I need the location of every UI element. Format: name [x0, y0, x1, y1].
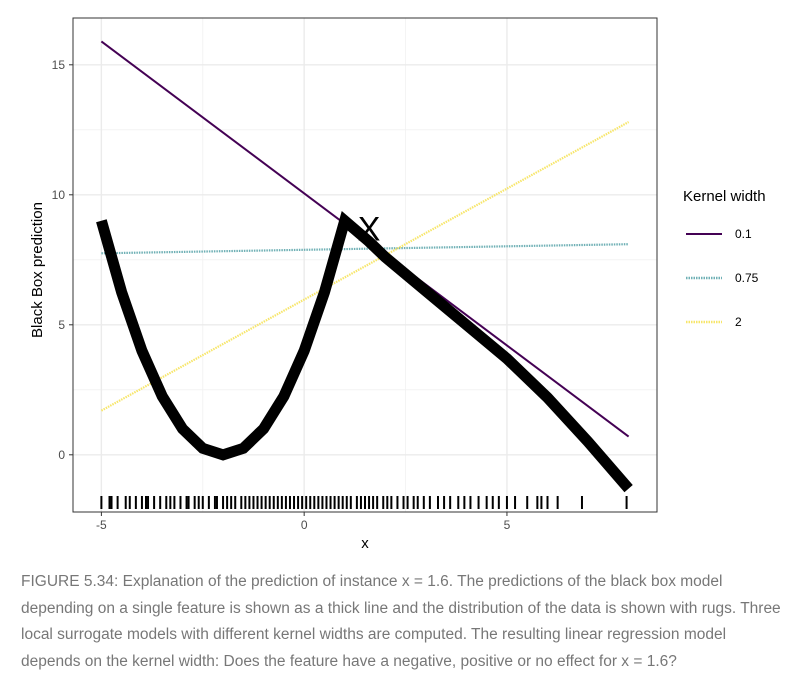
x-axis-title: x	[361, 535, 369, 552]
y-axis: 0 5 10 15	[52, 58, 73, 462]
y-axis-title: Black Box prediction	[29, 202, 46, 338]
x-tick-label: 0	[301, 518, 308, 532]
legend: Kernel width 0.1 0.75 2	[683, 188, 766, 329]
y-tick-label: 10	[52, 188, 66, 202]
surrogate-line-2	[100, 121, 630, 412]
surrogate-line-0-75	[101, 243, 629, 255]
legend-title: Kernel width	[683, 188, 766, 205]
figure-caption: FIGURE 5.34: Explanation of the predicti…	[21, 573, 781, 670]
y-tick-label: 5	[58, 318, 65, 332]
y-tick-label: 0	[58, 448, 65, 462]
legend-label: 0.1	[735, 227, 752, 241]
rug-layer	[100, 496, 628, 509]
black-box-curve-layer	[96, 211, 633, 493]
x-tick-label: -5	[96, 518, 107, 532]
y-tick-label: 15	[52, 58, 66, 72]
black-box-curve	[96, 211, 633, 493]
instance-marker-label: X	[358, 211, 381, 249]
x-axis: -5 0 5	[96, 512, 511, 532]
panel-border	[72, 17, 658, 513]
x-tick-label: 5	[504, 518, 511, 532]
chart: -5 0 5 0 5 10 15 X x Black Box prediction Ker…	[29, 17, 766, 552]
legend-label: 0.75	[735, 271, 759, 285]
panel-grid	[73, 18, 657, 512]
legend-label: 2	[735, 315, 742, 329]
